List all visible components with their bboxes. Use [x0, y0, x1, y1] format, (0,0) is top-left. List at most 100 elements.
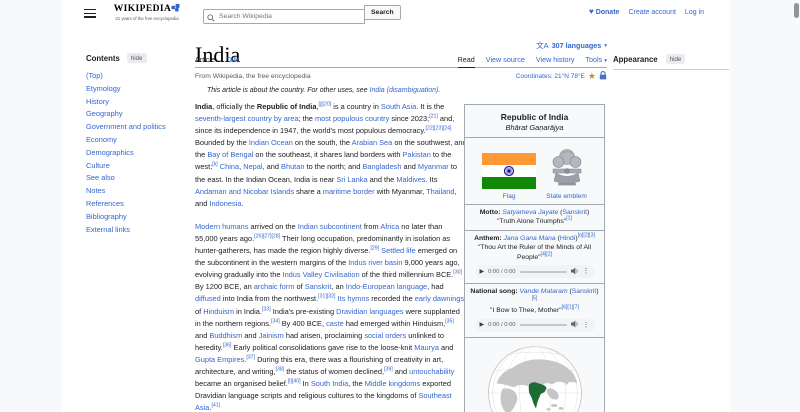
anthem-audio-player[interactable]: ▶ 0:00 / 0:00 ⋮	[474, 265, 595, 279]
inline-link[interactable]: most populous country	[314, 114, 390, 124]
inline-link[interactable]: Satyameva Jayate	[502, 208, 559, 216]
appearance-hide-button[interactable]: hide	[665, 54, 686, 64]
inline-link[interactable]: Indus Valley Civilisation	[282, 270, 360, 280]
inline-link[interactable]: diffused	[195, 294, 221, 304]
india-location-map[interactable]	[469, 341, 600, 412]
reference-superscript[interactable]: [34]	[271, 318, 280, 325]
audio-menu-icon[interactable]: ⋮	[582, 321, 590, 329]
reference-superscript[interactable]: [37]	[246, 354, 256, 361]
inline-link[interactable]: Pakistan	[402, 150, 431, 160]
page-protection-lock-icon[interactable]	[599, 71, 607, 82]
volume-icon[interactable]	[570, 267, 579, 277]
inline-link[interactable]: Jana Gana Mana	[503, 234, 556, 242]
search-button[interactable]: Search	[364, 5, 401, 20]
inline-link[interactable]: South Asia	[380, 102, 417, 111]
inline-link[interactable]: Sri Lanka	[336, 174, 368, 184]
sidebar-item[interactable]: (Top)	[86, 71, 103, 80]
reference-superscript[interactable]: [35]	[445, 318, 454, 325]
sidebar-item[interactable]: See also	[86, 173, 115, 183]
inline-link[interactable]: Sanskrit	[304, 282, 332, 292]
inline-link[interactable]: Indonesia	[209, 198, 242, 208]
inline-link[interactable]: Middle kingdoms	[364, 379, 421, 389]
india-flag-image[interactable]	[482, 152, 537, 191]
audio-menu-icon[interactable]: ⋮	[582, 268, 590, 276]
inline-link[interactable]: Southeast Asia	[195, 391, 452, 412]
featured-article-star-icon[interactable]: ★	[587, 71, 596, 81]
wikipedia-logo[interactable]: WIKIPEDIA 21 years of the free encyclope…	[102, 3, 192, 21]
inline-link[interactable]: Sanskrit	[571, 288, 597, 296]
inline-link[interactable]: Modern humans	[195, 221, 249, 231]
reference-superscript[interactable]: [38]	[275, 366, 285, 373]
inline-link[interactable]: seventh-largest country by area	[195, 114, 299, 124]
inline-link[interactable]: Maldives	[396, 174, 426, 184]
sidebar-item[interactable]: Bibliography	[86, 211, 127, 221]
inline-link[interactable]: Its hymns	[337, 294, 370, 304]
inline-link[interactable]: India (disambiguation)	[369, 87, 439, 94]
inline-link[interactable]: Hinduism	[203, 306, 235, 316]
create-account-link[interactable]: Create account	[628, 8, 676, 16]
volume-icon[interactable]	[570, 320, 579, 330]
reference-superscript[interactable]: [29]	[370, 245, 380, 252]
tab-article[interactable]: Article	[195, 55, 215, 64]
reference-superscript[interactable]: [l][40]	[287, 378, 301, 385]
sidebar-item[interactable]: Notes	[86, 186, 106, 196]
reference-superscript[interactable]: [30]	[453, 269, 462, 276]
inline-link[interactable]: archaic form	[253, 282, 295, 292]
inline-link[interactable]: Arabian Sea	[351, 138, 393, 148]
reference-superscript[interactable]: [33]	[261, 306, 271, 313]
sidebar-item[interactable]: Culture	[86, 160, 110, 170]
languages-button[interactable]: 文A 307 languages ▾	[536, 41, 607, 50]
inline-link[interactable]: Andaman and Nicobar Islands	[195, 186, 295, 196]
inline-link[interactable]: Indo-European language	[345, 282, 428, 292]
inline-link[interactable]: Indian subcontinent	[297, 221, 362, 231]
inline-link[interactable]: Bay of Bengal	[207, 150, 254, 160]
audio-seek-slider[interactable]	[519, 270, 567, 273]
sidebar-item[interactable]: Government and politics	[86, 122, 166, 132]
inline-link[interactable]: Bhutan	[281, 162, 305, 172]
reference-superscript[interactable]: [31][32]	[318, 293, 336, 300]
sidebar-item[interactable]: External links	[86, 224, 130, 234]
reference-superscript[interactable]: [36]	[222, 342, 232, 349]
national-song-audio-player[interactable]: ▶ 0:00 / 0:00 ⋮	[474, 318, 595, 332]
play-icon[interactable]: ▶	[479, 322, 485, 329]
tab-view-source[interactable]: View source	[485, 55, 525, 64]
reference-superscript[interactable]: [5]	[531, 295, 538, 302]
inline-link[interactable]: Maurya	[414, 342, 439, 352]
sidebar-item[interactable]: Demographics	[86, 147, 134, 157]
inline-link[interactable]: social orders	[364, 330, 407, 340]
inline-link[interactable]: Vande Mataram	[519, 288, 568, 296]
reference-superscript[interactable]: [39]	[384, 366, 393, 373]
inline-link[interactable]: early dawnings	[414, 294, 465, 304]
sidebar-item[interactable]: Etymology	[86, 83, 121, 93]
sidebar-item[interactable]: Geography	[86, 109, 123, 119]
inline-link[interactable]: Nepal	[243, 162, 263, 172]
reference-superscript[interactable]: [21]	[429, 113, 438, 120]
inline-link[interactable]: Bangladesh	[362, 162, 402, 172]
inline-link[interactable]: Dravidian languages	[336, 306, 404, 316]
reference-superscript[interactable]: [j][20]	[318, 101, 332, 108]
inline-link[interactable]: Indian Ocean	[248, 138, 293, 148]
inline-link[interactable]: South India	[310, 379, 349, 389]
reference-superscript[interactable]: [1]	[566, 215, 572, 222]
inline-link[interactable]: Settled life	[381, 246, 416, 256]
state-emblem-image[interactable]	[550, 145, 584, 191]
inline-link[interactable]: China	[219, 162, 240, 172]
search-input[interactable]	[203, 9, 365, 24]
state-emblem-caption-link[interactable]: State emblem	[546, 192, 587, 200]
inline-link[interactable]: caste	[326, 318, 344, 328]
reference-superscript[interactable]: [6][1][7]	[561, 304, 579, 311]
reference-superscript[interactable]: [22][23][24]	[425, 125, 452, 132]
reference-superscript[interactable]: [41]	[211, 402, 221, 409]
inline-link[interactable]: Indus river basin	[348, 258, 403, 268]
audio-seek-slider[interactable]	[519, 324, 567, 327]
inline-link[interactable]: maritime border	[322, 186, 375, 196]
reference-superscript[interactable]: [4][2]	[540, 251, 553, 258]
tab-tools[interactable]: Tools ▾	[585, 55, 607, 64]
contents-hide-button[interactable]: hide	[126, 53, 147, 63]
inline-link[interactable]: untouchability	[409, 366, 455, 376]
log-in-link[interactable]: Log in	[684, 8, 704, 16]
inline-link[interactable]: Jainism	[258, 330, 284, 340]
tab-view-history[interactable]: View history	[535, 55, 575, 64]
inline-link[interactable]: Sanskrit	[562, 208, 588, 216]
reference-superscript[interactable]: [a][2][3]	[577, 232, 595, 239]
